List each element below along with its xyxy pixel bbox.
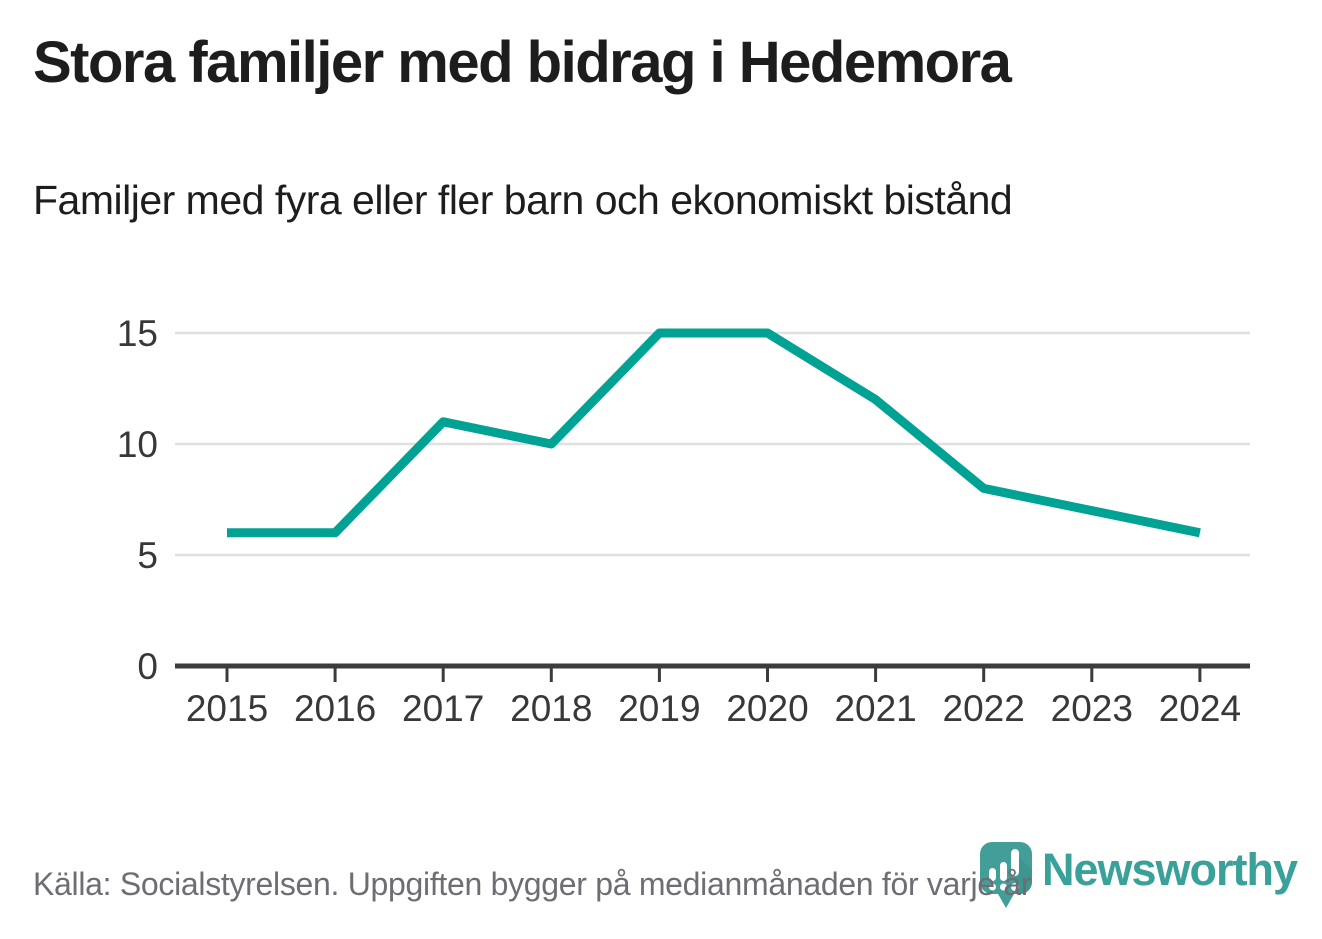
line-chart: 0 5 10 15 2015 2016 2017 2018 2019 2020 2021 2022 20…	[117, 313, 1250, 729]
data-line	[227, 328, 1201, 538]
x-axis-label: 2016	[294, 688, 376, 729]
y-axis-label: 5	[137, 535, 158, 576]
x-axis-label: 2021	[834, 688, 916, 729]
source-text: Källa: Socialstyrelsen. Uppgiften bygger…	[33, 866, 1032, 902]
x-axis-label: 2015	[186, 688, 268, 729]
x-axis-label: 2018	[510, 688, 592, 729]
logo-barchart-glyph	[989, 849, 1019, 891]
y-axis-label: 15	[117, 313, 158, 354]
chart-subtitle: Familjer med fyra eller fler barn och ek…	[33, 177, 1013, 223]
y-axis-label: 0	[137, 646, 158, 687]
x-axis-label: 2020	[726, 688, 808, 729]
x-axis-label: 2024	[1159, 688, 1241, 729]
x-axis-label: 2017	[402, 688, 484, 729]
y-axis-label: 10	[117, 424, 158, 465]
x-axis-label: 2019	[618, 688, 700, 729]
x-axis-label: 2022	[943, 688, 1025, 729]
brand-wordmark: Newsworthy	[1042, 844, 1298, 895]
brand-logo-group: Newsworthy	[980, 842, 1298, 910]
page-title: Stora familjer med bidrag i Hedemora	[33, 30, 1012, 95]
x-axis-label: 2023	[1051, 688, 1133, 729]
newsworthy-logo-icon	[980, 842, 1032, 908]
